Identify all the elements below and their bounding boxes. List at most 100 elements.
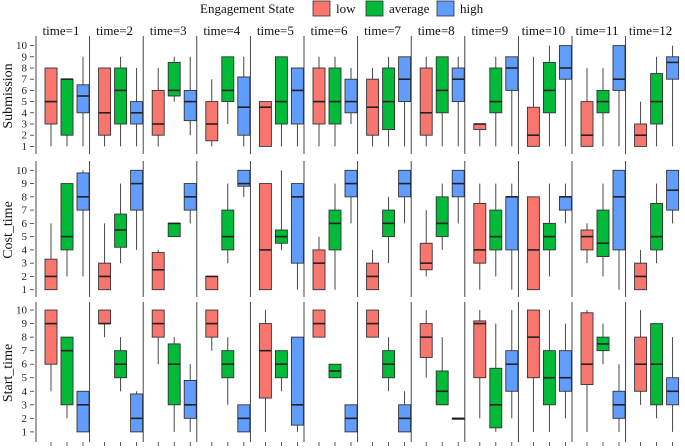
box-high (237, 404, 251, 433)
facet-panel (571, 36, 626, 154)
box-high (130, 68, 144, 147)
box-low (419, 310, 433, 378)
box-low (366, 68, 380, 147)
box-average (382, 337, 396, 392)
box-low (312, 309, 326, 338)
box-average (542, 45, 556, 147)
box-high (666, 169, 680, 224)
box-average (382, 56, 396, 147)
facet-panel (303, 36, 358, 154)
y-tick-label: 4 (22, 107, 28, 119)
facet-panel (410, 302, 465, 446)
box-high (130, 391, 144, 433)
box-iqr (419, 242, 433, 271)
box-high (183, 56, 197, 136)
box-low (634, 101, 648, 147)
facet-panel (625, 302, 680, 446)
box-low (473, 310, 487, 419)
box-iqr (151, 252, 165, 291)
box-high (344, 68, 358, 124)
box-iqr (580, 229, 594, 251)
box-high (183, 364, 197, 432)
facet-label: time=6 (311, 23, 348, 38)
box-high (398, 391, 412, 433)
box-iqr (183, 379, 197, 419)
box-iqr (167, 343, 181, 406)
box-iqr (505, 196, 519, 251)
box-iqr (328, 67, 342, 125)
box-iqr (650, 73, 664, 125)
box-average (167, 222, 181, 238)
box-average (435, 337, 449, 406)
y-tick-label: 8 (22, 63, 28, 75)
box-iqr (44, 258, 58, 291)
box-low (366, 309, 380, 338)
facet-panel (89, 161, 144, 297)
y-tick-label: 5 (22, 372, 28, 384)
box-low (98, 67, 112, 147)
box-high (505, 56, 519, 147)
facet-panel (196, 36, 251, 154)
box-low (580, 310, 594, 432)
facet-panel (571, 302, 626, 446)
box-average (489, 183, 503, 277)
box-average (221, 56, 235, 124)
box-average (650, 183, 664, 264)
box-iqr (205, 275, 219, 291)
facet-panel (357, 36, 412, 154)
box-low (258, 310, 272, 432)
box-iqr (258, 323, 272, 399)
box-iqr (167, 61, 181, 97)
box-iqr (473, 203, 487, 264)
y-tick-label: 5 (22, 231, 28, 243)
box-high (237, 56, 251, 147)
box-low (312, 236, 326, 291)
box-iqr (312, 249, 326, 291)
facet-label: time=9 (471, 23, 508, 38)
box-high (666, 45, 680, 147)
facet-panel (142, 36, 197, 154)
box-high (237, 169, 251, 197)
facet-panel (357, 161, 412, 297)
facet-panel (142, 302, 197, 446)
box-high (344, 169, 358, 224)
box-low (526, 309, 540, 432)
facet-panel (410, 161, 465, 297)
legend-swatch-low (312, 0, 331, 17)
box-iqr (435, 56, 449, 114)
box-high (558, 45, 572, 147)
facet-panel (35, 302, 90, 446)
box-low (634, 249, 648, 291)
box-high (451, 417, 465, 420)
box-iqr (489, 367, 503, 429)
box-high (290, 67, 304, 147)
y-tick-label: 7 (22, 345, 28, 357)
facet-panel (35, 161, 90, 297)
facet-label: time=11 (576, 23, 619, 38)
facet-panel (249, 36, 304, 154)
box-iqr (60, 336, 74, 406)
box-low (205, 309, 219, 351)
box-iqr (290, 67, 304, 125)
y-tick-label: 4 (22, 244, 28, 256)
box-iqr (558, 196, 572, 211)
box-average (60, 183, 74, 277)
legend-title: Engagement State (200, 1, 294, 16)
y-tick-label: 6 (22, 85, 28, 97)
y-tick-label: 5 (22, 96, 28, 108)
box-average (328, 56, 342, 147)
box-low (580, 223, 594, 264)
box-average (114, 337, 128, 392)
box-low (473, 123, 487, 147)
box-iqr (274, 56, 288, 125)
box-iqr (526, 309, 540, 379)
box-low (634, 310, 648, 405)
y-tick-label: 3 (22, 258, 28, 270)
facet-panel (35, 36, 90, 154)
legend-swatch-average (365, 0, 384, 17)
box-high (398, 56, 412, 147)
facet-panel (357, 302, 412, 446)
box-iqr (205, 101, 219, 142)
box-iqr (221, 209, 235, 251)
box-low (526, 196, 540, 291)
